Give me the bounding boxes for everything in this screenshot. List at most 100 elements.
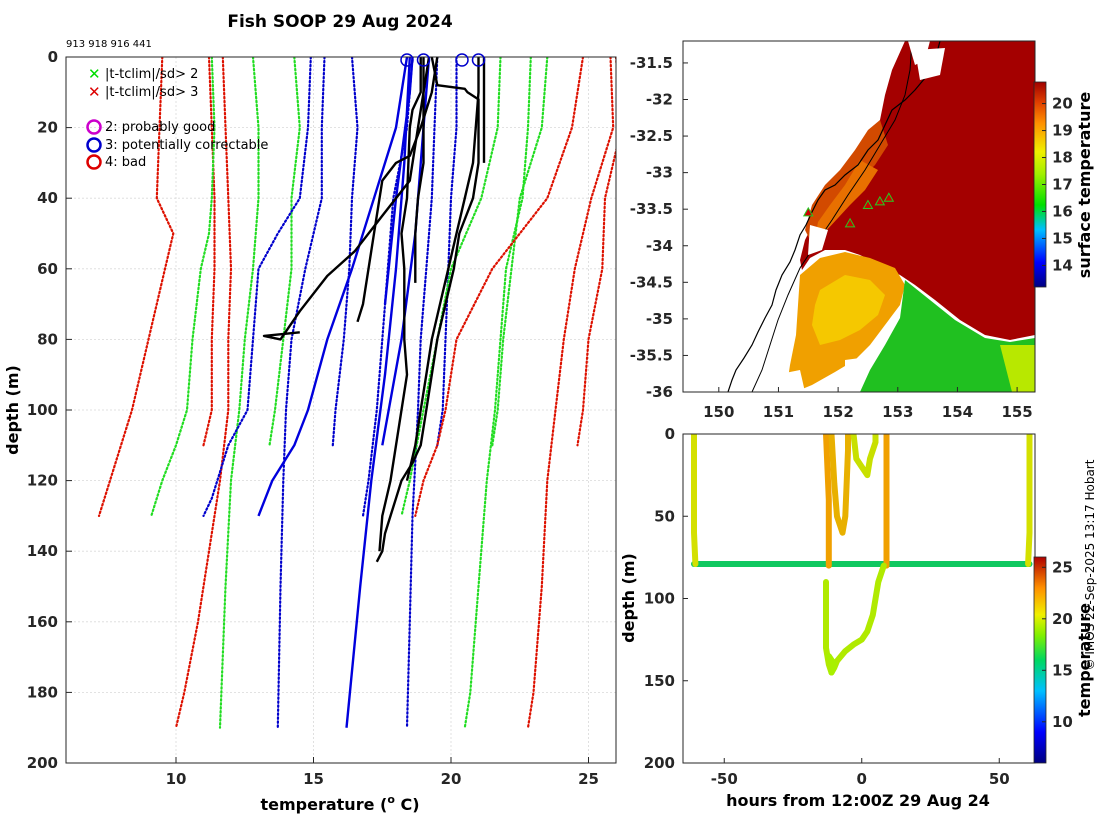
profile-blue-3 — [383, 57, 414, 305]
clim-red-2 — [202, 57, 216, 447]
map-coastal-band-2 — [815, 160, 878, 238]
legend-label: |t-tclim|/sd> 2 — [105, 67, 198, 82]
profile-plot: 10 15 20 25 0 20 40 60 80 100 120 140 160 180 200 Fish… — [3, 12, 617, 814]
x-tick-label: 20 — [441, 770, 462, 788]
clim-blue-2 — [276, 57, 326, 729]
time-depth-track — [823, 434, 832, 569]
map-eddy-core — [812, 275, 885, 345]
y-tick-label: 100 — [27, 401, 58, 419]
legend-entry-magenta-circle: 2: probably good — [86, 119, 215, 135]
y-tick-label: -36 — [646, 383, 673, 401]
legend-entry-red-circle: 4: bad — [86, 154, 146, 170]
time-depth-track — [828, 434, 851, 536]
y-tick-label: 60 — [37, 260, 58, 278]
time-depth-ylabel: depth (m) — [619, 553, 638, 643]
y-tick-label: -32.5 — [630, 127, 673, 145]
y-tick-label: -35.5 — [630, 346, 673, 364]
x-tick-label: 151 — [763, 403, 794, 421]
time-depth-track — [850, 434, 879, 479]
profile-grid — [66, 56, 616, 764]
x-tick-label: 155 — [1001, 403, 1032, 421]
colorbar-tick-label: 17 — [1052, 176, 1073, 194]
profile-blue-1 — [257, 57, 409, 517]
x-tick-label: 0 — [857, 770, 867, 788]
profile-ticks: 10 15 20 25 0 20 40 60 80 100 120 140 160 180 200 — [27, 48, 599, 788]
temperature-colorbar-ticks: 10 15 20 25 — [1042, 558, 1073, 731]
colorbar-tick-label: 19 — [1052, 122, 1073, 140]
map-cloud — [915, 48, 945, 80]
legend-x-red-icon: ✕ — [88, 83, 101, 101]
y-tick-label: 200 — [644, 754, 675, 772]
time-depth-track — [823, 562, 887, 676]
x-tick-label: 25 — [578, 770, 599, 788]
time-depth-track — [1025, 434, 1033, 567]
y-tick-label: 150 — [644, 672, 675, 690]
clim-green-3 — [268, 57, 301, 447]
profile-xlabel: temperature (o C) — [260, 793, 419, 814]
profile-black-3 — [414, 57, 431, 283]
colorbar-tick-label: 14 — [1052, 256, 1073, 274]
legend-label: |t-tclim|/sd> 3 — [105, 85, 198, 100]
profile-series — [97, 57, 616, 729]
time-depth-track — [691, 434, 699, 567]
sst-map: 150 151 152 153 154 155 -31.5 -32 -32.5 -33 -33.5 -… — [630, 40, 1094, 421]
y-tick-label: 40 — [37, 189, 58, 207]
profile-legend: ✕ |t-tclim|/sd> 2 ✕ |t-tclim|/sd> 3 2: p… — [86, 65, 268, 170]
map-cool-edge — [1000, 345, 1035, 392]
sst-colorbar-ticks: 14 15 16 17 18 19 20 — [1042, 95, 1073, 274]
clim-blue-1 — [202, 57, 312, 518]
clim-red-4 — [414, 57, 585, 518]
y-tick-label: 120 — [27, 472, 58, 490]
y-tick-label: -35 — [646, 310, 673, 328]
x-tick-label: 152 — [822, 403, 853, 421]
map-shelf-edge — [751, 41, 913, 392]
y-tick-label: -32 — [646, 91, 673, 109]
colorbar-tick-label: 20 — [1052, 95, 1073, 113]
clim-blue-3 — [331, 57, 359, 447]
y-tick-label: 0 — [48, 48, 58, 66]
time-depth-ticks: -50 0 50 0 50 100 150 200 — [644, 425, 1010, 788]
y-tick-label: 0 — [665, 425, 675, 443]
y-tick-label: 200 — [27, 754, 58, 772]
map-ticks: 150 151 152 153 154 155 -31.5 -32 -32.5 -33 -33.5 -… — [630, 54, 1033, 421]
flag-markers — [400, 53, 486, 67]
legend-circle-blue-icon — [86, 137, 102, 153]
profile-black-1 — [262, 57, 425, 341]
map-coastline — [727, 41, 941, 392]
time-depth-tracks — [691, 434, 1033, 676]
y-tick-label: -34 — [646, 237, 673, 255]
legend-label: 3: potentially correctable — [105, 138, 268, 153]
y-tick-label: -34.5 — [630, 273, 673, 291]
profile-title: Fish SOOP 29 Aug 2024 — [227, 12, 453, 32]
flag-marker-circle — [400, 53, 414, 67]
profile-black-6 — [405, 57, 480, 481]
flag-marker-circle — [471, 53, 486, 67]
profile-plot-background — [66, 57, 616, 763]
y-tick-label: -33 — [646, 164, 673, 182]
x-tick-label: -50 — [711, 770, 738, 788]
profile-black-2 — [356, 57, 439, 323]
map-cloud — [845, 358, 860, 380]
legend-entry-green-x: ✕ |t-tclim|/sd> 2 — [88, 65, 198, 83]
clim-green-1 — [150, 57, 216, 518]
x-tick-label: 154 — [942, 403, 973, 421]
legend-x-green-icon: ✕ — [88, 65, 101, 83]
clim-green-4 — [400, 57, 502, 518]
flag-marker-circle — [416, 53, 431, 67]
time-depth-background — [683, 434, 1035, 763]
flag-marker-circle — [455, 53, 469, 67]
y-tick-label: 160 — [27, 613, 58, 631]
time-depth-track — [825, 653, 838, 676]
y-tick-label: -31.5 — [630, 54, 673, 72]
y-tick-label: 20 — [37, 119, 58, 137]
y-tick-label: 100 — [644, 590, 675, 608]
station-marker — [802, 206, 814, 217]
y-tick-label: 80 — [37, 330, 58, 348]
y-tick-label: 180 — [27, 683, 58, 701]
profile-blue-2 — [345, 57, 411, 728]
colorbar-tick-label: 25 — [1052, 558, 1073, 576]
map-cloud — [775, 370, 805, 392]
colorbar-tick-label: 15 — [1052, 661, 1073, 679]
station-marker — [862, 199, 874, 210]
colorbar-tick-label: 15 — [1052, 229, 1073, 247]
